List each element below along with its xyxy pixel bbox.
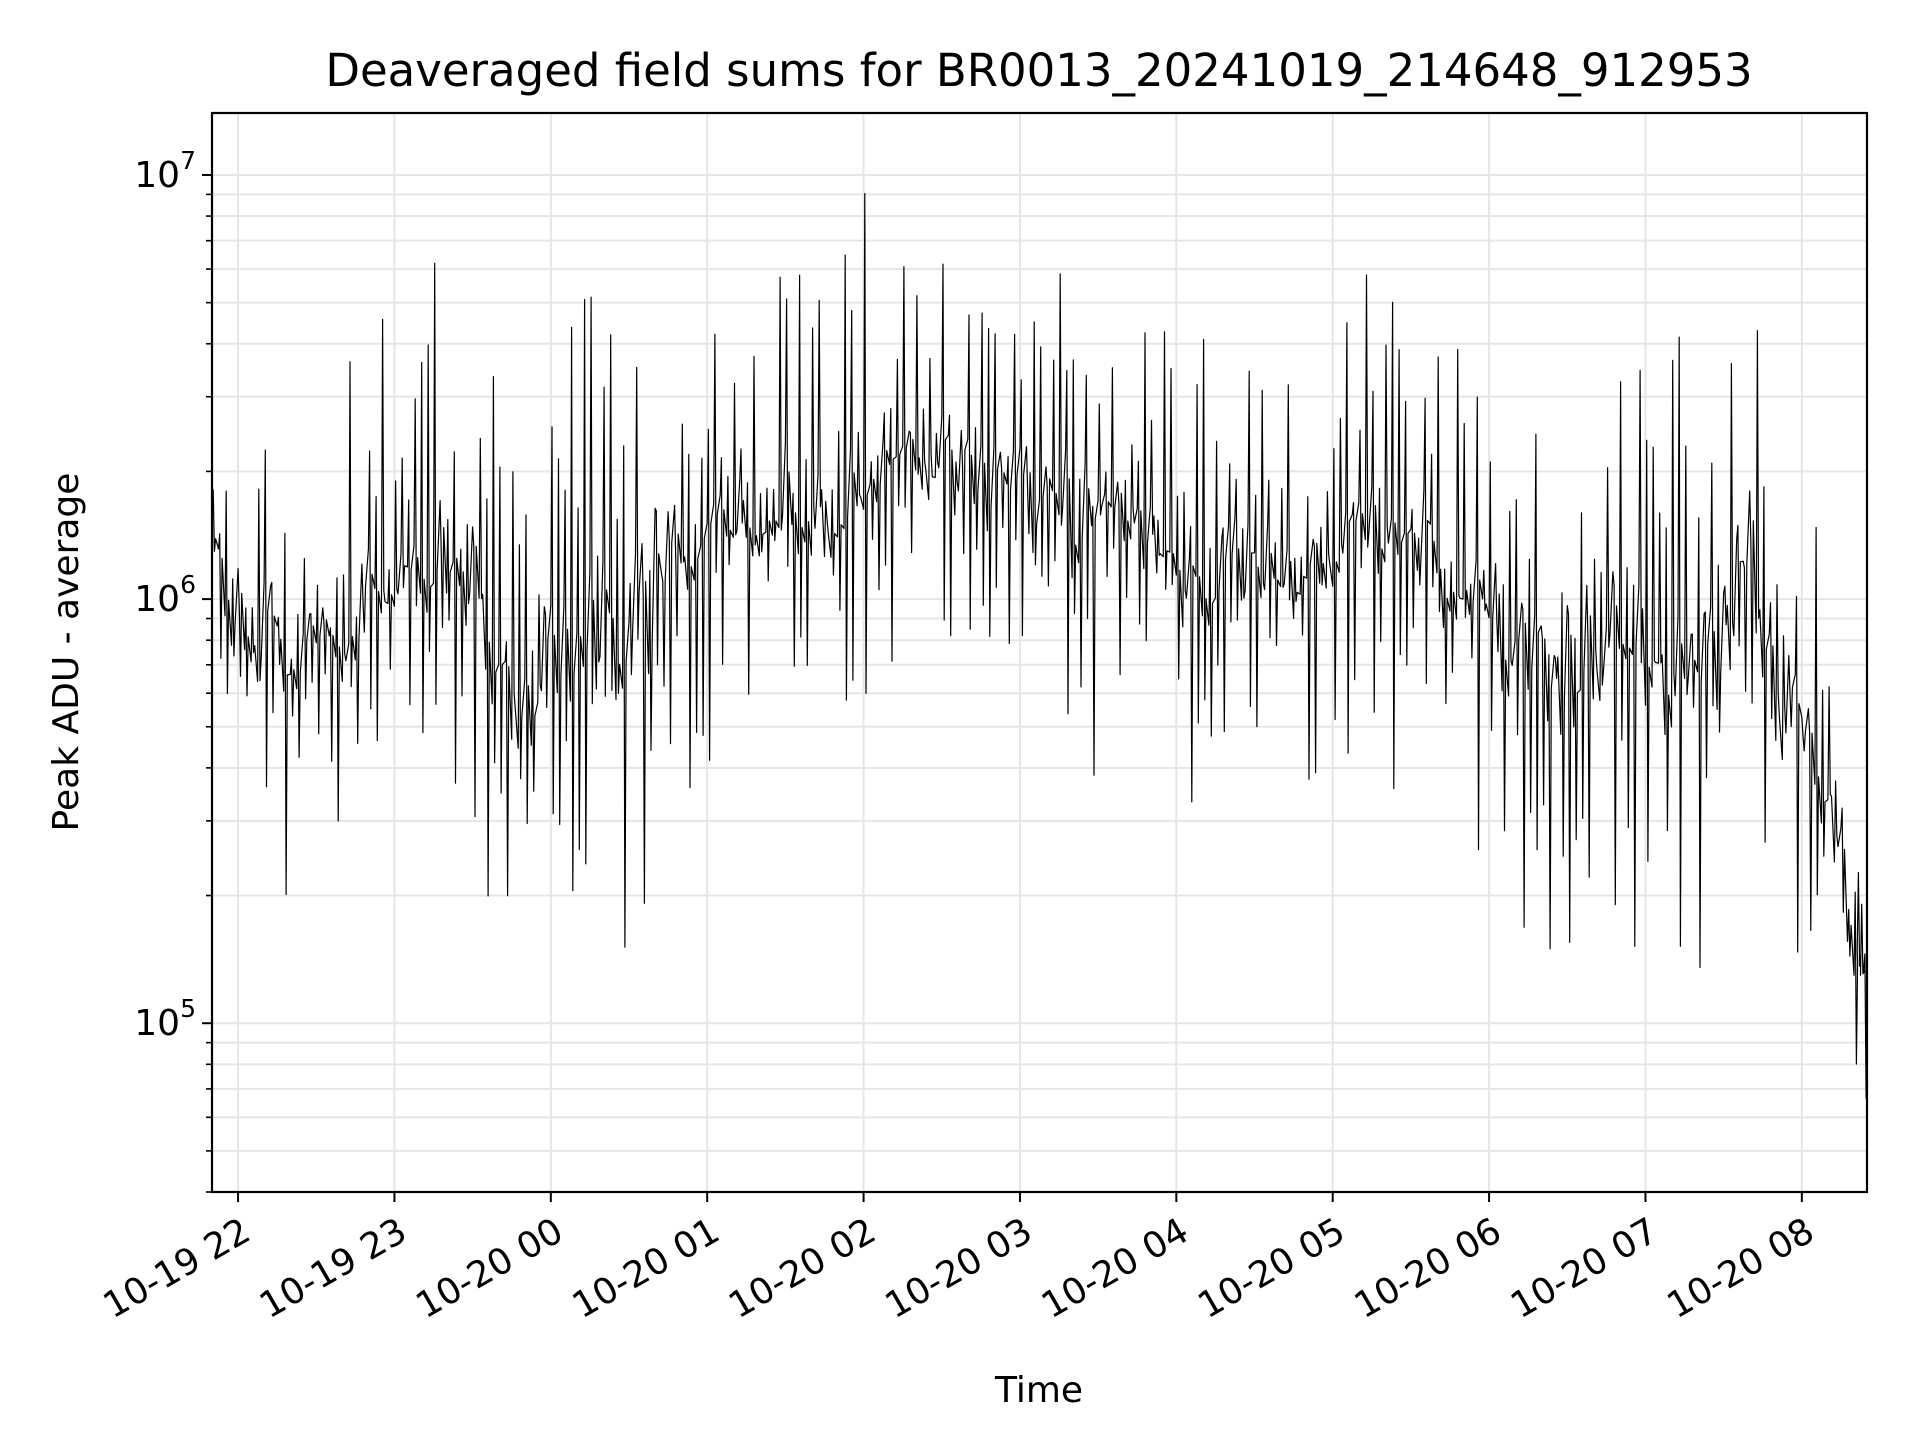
y-axis-ticks: 105 106 107: [134, 146, 212, 1193]
series-line: [211, 192, 1868, 1099]
x-axis-label: Time: [994, 1370, 1083, 1411]
y-axis-label: Peak ADU - average: [46, 473, 87, 832]
y-tick-label: 106: [134, 570, 196, 620]
y-tick-label: 107: [134, 146, 196, 196]
y-tick-label: 105: [134, 994, 196, 1044]
plot-area: [211, 192, 1868, 1099]
chart-title: Deaveraged field sums for BR0013_2024101…: [325, 44, 1752, 97]
axes-frame: [210, 111, 1869, 1194]
